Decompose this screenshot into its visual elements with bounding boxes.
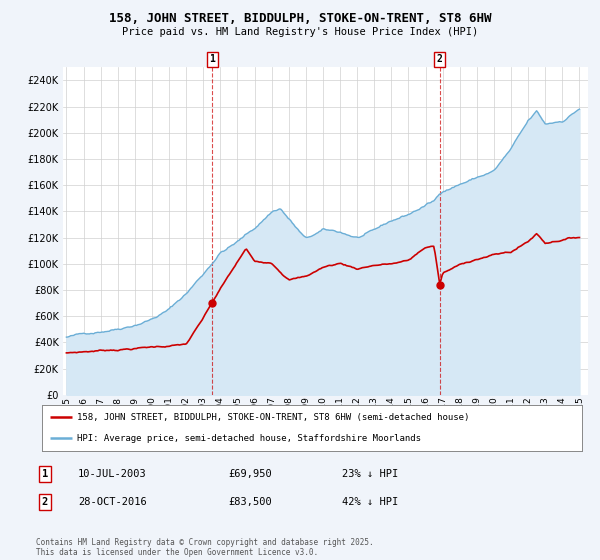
Text: 28-OCT-2016: 28-OCT-2016: [78, 497, 147, 507]
Text: 158, JOHN STREET, BIDDULPH, STOKE-ON-TRENT, ST8 6HW: 158, JOHN STREET, BIDDULPH, STOKE-ON-TRE…: [109, 12, 491, 25]
Text: 2: 2: [437, 54, 443, 64]
Text: 10-JUL-2003: 10-JUL-2003: [78, 469, 147, 479]
Text: 1: 1: [209, 54, 215, 64]
Text: Contains HM Land Registry data © Crown copyright and database right 2025.
This d: Contains HM Land Registry data © Crown c…: [36, 538, 374, 557]
Text: 1: 1: [42, 469, 48, 479]
Text: HPI: Average price, semi-detached house, Staffordshire Moorlands: HPI: Average price, semi-detached house,…: [77, 434, 421, 443]
Text: Price paid vs. HM Land Registry's House Price Index (HPI): Price paid vs. HM Land Registry's House …: [122, 27, 478, 37]
Text: £83,500: £83,500: [228, 497, 272, 507]
Text: £69,950: £69,950: [228, 469, 272, 479]
Text: 23% ↓ HPI: 23% ↓ HPI: [342, 469, 398, 479]
Text: 42% ↓ HPI: 42% ↓ HPI: [342, 497, 398, 507]
Text: 158, JOHN STREET, BIDDULPH, STOKE-ON-TRENT, ST8 6HW (semi-detached house): 158, JOHN STREET, BIDDULPH, STOKE-ON-TRE…: [77, 413, 469, 422]
Text: 2: 2: [42, 497, 48, 507]
